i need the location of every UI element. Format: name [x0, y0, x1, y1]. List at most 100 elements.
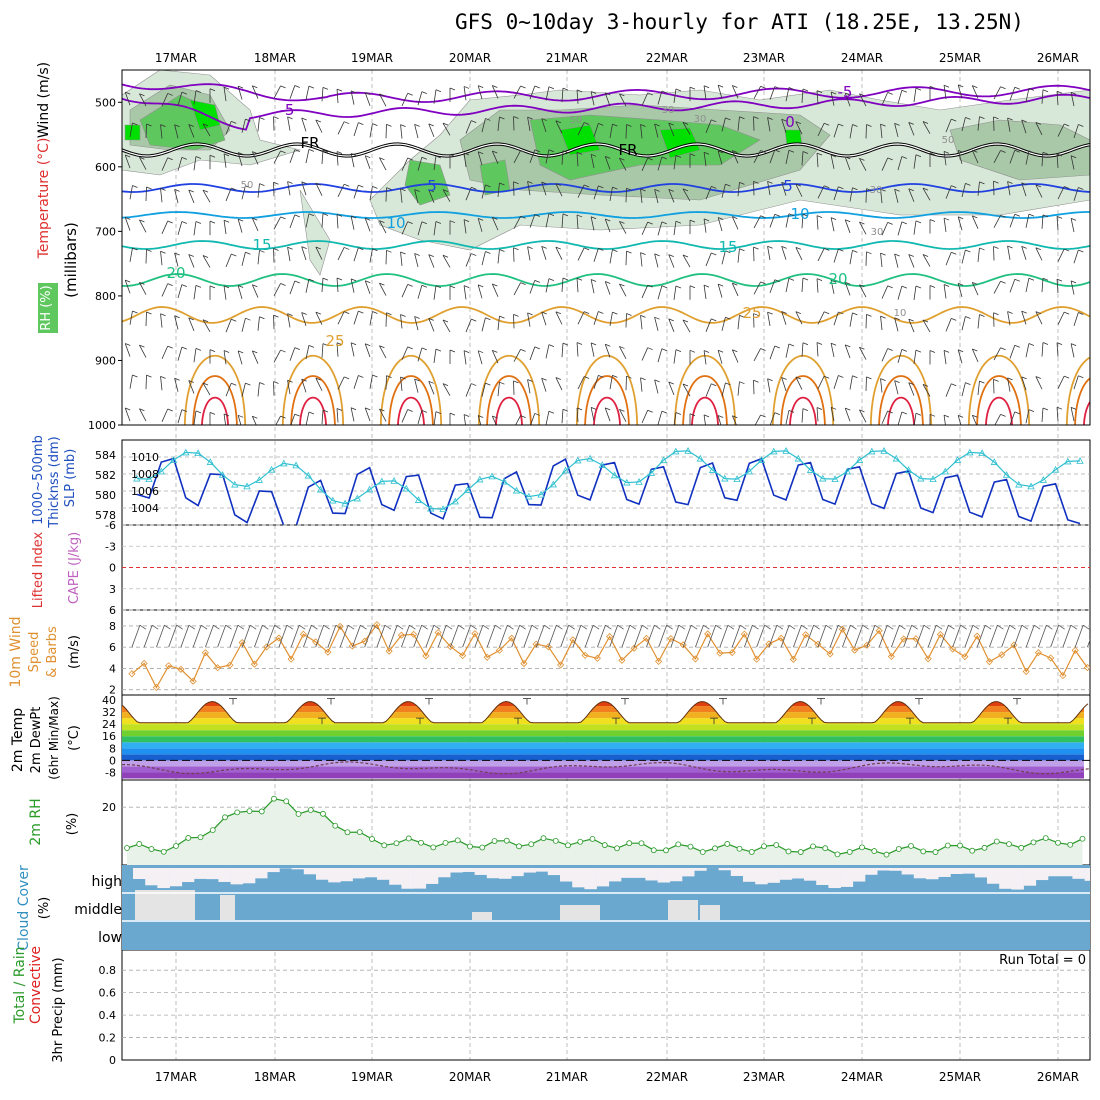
wind-barb — [654, 253, 659, 268]
wind-barb — [1007, 181, 1011, 196]
wind-barb-flag — [407, 284, 413, 287]
wind-barb-flag — [386, 249, 392, 253]
wind-barb — [668, 318, 675, 332]
wind-barb-flag — [287, 379, 293, 383]
wind-barb-flag — [915, 349, 922, 353]
wind-barb-flag — [894, 122, 900, 126]
wind-barb-flag — [534, 214, 540, 217]
wind-barb — [555, 311, 563, 325]
wind-barb — [640, 189, 643, 204]
wind-barb — [769, 412, 776, 425]
wind-barb — [640, 315, 643, 330]
wind10-barb-flag — [715, 624, 722, 630]
wind-barb — [657, 411, 663, 425]
wind-barb — [1009, 279, 1016, 293]
thickness-point — [537, 490, 545, 498]
rh-region — [559, 124, 601, 156]
wind-barb-flag — [1007, 181, 1013, 184]
wind-barb — [337, 311, 345, 325]
wind-barb — [604, 281, 611, 295]
temp2m-line — [122, 700, 1089, 724]
rh2m-point — [920, 848, 927, 855]
wind-barb — [619, 283, 627, 297]
wind-barb-flag — [859, 93, 865, 97]
wind-barb-flag — [887, 285, 893, 289]
wind10-barb — [168, 625, 178, 648]
wind-barb-flag — [428, 123, 434, 127]
wind-barb-flag — [428, 318, 434, 321]
wind-barb — [353, 310, 359, 325]
wind-barb — [1073, 312, 1079, 326]
wind-barb-flag — [711, 318, 717, 322]
thickness-point — [635, 478, 643, 485]
cloud-high-gap — [743, 868, 756, 882]
wind10-point — [275, 634, 283, 642]
cloud-high-gap — [377, 868, 390, 880]
wind-barb-flag — [915, 285, 922, 289]
cloud-high-gap — [413, 868, 427, 889]
wind-barb-flag — [125, 217, 131, 220]
wind-barb — [703, 285, 707, 300]
cloud-high-gap — [242, 868, 256, 884]
wind-barb-flag — [499, 182, 505, 186]
wind-barb-flag — [654, 316, 660, 320]
thickness-point — [1051, 465, 1060, 473]
wind-barb — [225, 121, 232, 135]
thickness-point — [133, 474, 141, 482]
wind-barb-flag — [1063, 311, 1070, 315]
wind-barb-flag — [626, 375, 632, 379]
wind-barb-flag — [781, 181, 787, 185]
wind-barb — [161, 157, 169, 171]
wind-barb — [1057, 375, 1065, 389]
wind-barb — [379, 93, 387, 107]
wind-barb — [353, 247, 359, 262]
wind-barb-flag — [1056, 278, 1063, 282]
wind10-barb-flag — [1009, 624, 1016, 630]
wind10-barb — [1050, 625, 1060, 648]
wind-barb-flag — [386, 123, 392, 127]
wind-barb-flag — [703, 218, 710, 222]
wind-barb-flag — [922, 187, 929, 191]
wind-barb-flag — [188, 124, 194, 127]
wind-barb-flag — [202, 189, 209, 193]
wind-barb — [124, 217, 131, 231]
wind10-barb — [633, 625, 643, 648]
thickness-point — [451, 497, 459, 505]
wind-barb-flag — [231, 382, 237, 386]
wind-barb — [1021, 119, 1027, 134]
wind-barb — [609, 249, 613, 264]
cloud-high-gap — [974, 868, 988, 878]
wind-barb-flag — [386, 375, 392, 378]
wind-barb-flag — [711, 383, 717, 387]
chart-title: GFS 0~10day 3-hourly for ATI (18.25E, 13… — [455, 10, 1024, 34]
wind-barb — [971, 215, 979, 229]
wind-barb-flag — [654, 123, 660, 127]
wind-barb — [223, 285, 227, 300]
wind-barb — [336, 408, 339, 423]
wind10-barb — [486, 625, 496, 648]
contour-30c — [1066, 356, 1090, 425]
cloud-high-gap — [255, 868, 268, 879]
run-total-label: Run Total = 0 — [999, 953, 1086, 968]
wind-barb-flag — [838, 186, 844, 190]
wind-barb-flag — [223, 86, 230, 90]
thickness-point — [145, 475, 153, 483]
wind-barb-flag — [1070, 218, 1077, 221]
wind10-point — [226, 661, 234, 669]
wind-barb — [769, 279, 776, 294]
wind-barb-flag — [908, 318, 914, 322]
wind-barb — [945, 318, 952, 332]
wind10-barb-flag — [997, 624, 1004, 630]
wind-barb-flag — [605, 92, 611, 96]
wind-barb-flag — [590, 342, 597, 346]
wind-barb-flag — [732, 349, 738, 353]
wind-barb — [957, 415, 962, 425]
wind-barb — [321, 213, 324, 228]
axis-label-speed: Speed — [27, 632, 42, 673]
thickness-point — [757, 456, 766, 463]
wind10-barb — [878, 625, 888, 648]
wind-barb-flag — [816, 407, 823, 410]
wind-barb-flag — [471, 253, 477, 256]
wind-barb-flag — [167, 157, 173, 161]
wind-barb-flag — [647, 92, 653, 96]
